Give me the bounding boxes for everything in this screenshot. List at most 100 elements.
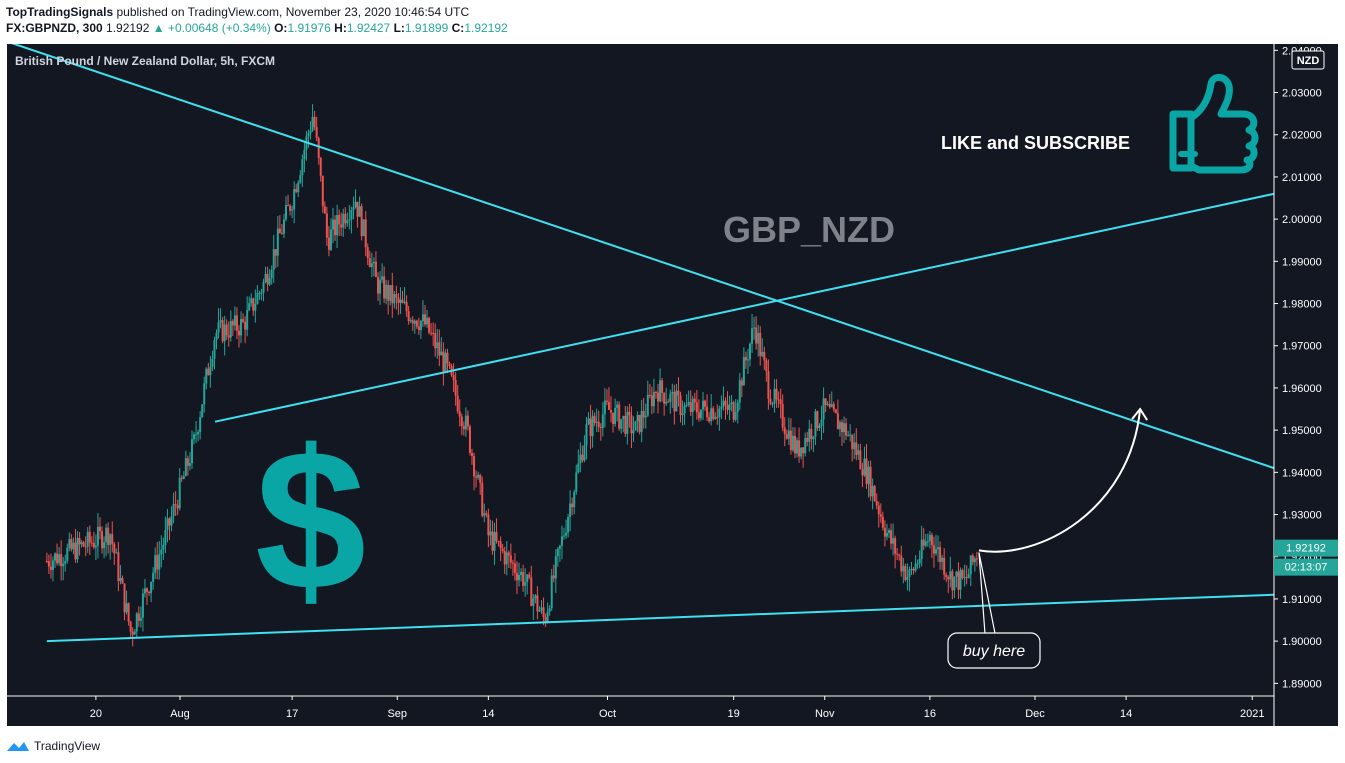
candle-body: [773, 388, 776, 404]
candle-body: [599, 426, 602, 428]
time-axis[interactable]: 20 Aug 17 Sep 14 Oct 19 Nov 16 Dec 14 2021: [90, 696, 1265, 720]
candle-body: [334, 219, 337, 236]
currency-badge[interactable]: [1291, 50, 1325, 70]
candle-body: [495, 532, 498, 542]
candle-body: [522, 571, 525, 586]
candle-body: [620, 419, 623, 429]
trendline-support[interactable]: [46, 593, 1275, 643]
candle-body: [720, 406, 723, 409]
candle-body: [614, 407, 617, 424]
candle-body: [164, 529, 167, 546]
candle-body: [293, 189, 296, 210]
candle-body: [242, 319, 245, 322]
trendline-ascending[interactable]: [214, 192, 1275, 423]
candle-body: [783, 427, 786, 435]
candle-body: [252, 298, 255, 311]
candle-body: [636, 414, 639, 422]
candle-body: [462, 426, 465, 430]
candle-body: [460, 416, 463, 427]
candle-body: [107, 527, 110, 545]
candle-body: [961, 570, 964, 578]
candle-body: [454, 380, 457, 396]
price-axis[interactable]: 2.040002.030002.020002.010002.000001.990…: [1274, 45, 1322, 690]
candle-body: [738, 380, 741, 403]
candle-body: [219, 320, 222, 323]
candle-body: [939, 547, 942, 562]
candle-body: [581, 454, 584, 461]
candle-body: [432, 332, 435, 334]
candle-body: [840, 422, 843, 433]
candle-body: [806, 438, 809, 442]
candle-body: [505, 552, 508, 565]
candle-body: [217, 322, 220, 333]
candle-body: [746, 359, 749, 361]
candle-body: [843, 423, 846, 433]
candle-body: [276, 228, 279, 256]
candle-body: [847, 435, 850, 437]
candle-body: [565, 532, 568, 536]
candle-body: [250, 298, 253, 304]
candle-body: [644, 415, 647, 418]
candle-body: [119, 577, 122, 581]
candle-body: [853, 442, 856, 450]
chart-svg[interactable]: British Pound / New Zealand Dollar, 5h, …: [7, 44, 1338, 726]
candle-body: [434, 333, 437, 349]
candle-body: [70, 538, 73, 550]
projection-arrow[interactable]: [978, 408, 1142, 553]
candle-body: [146, 588, 149, 592]
time-tick-label: 20: [90, 708, 102, 720]
candle-body: [295, 189, 298, 193]
candle-body: [244, 321, 247, 330]
candle-body: [160, 549, 163, 555]
price-tick-label: 2.00000: [1282, 214, 1322, 226]
candle-body: [299, 175, 302, 183]
candle-body: [96, 526, 99, 546]
candle-body: [391, 285, 394, 304]
candle-body: [397, 297, 400, 303]
candle-body: [577, 463, 580, 473]
candle-body: [121, 577, 124, 584]
candle-body: [605, 400, 608, 402]
trendline-descending[interactable]: [7, 44, 1275, 470]
candle-body: [820, 419, 823, 426]
candle-body: [174, 504, 177, 506]
candle-body: [838, 422, 841, 430]
candle-body: [182, 475, 185, 479]
symbol-label: FX:GBPNZD, 300: [6, 21, 103, 35]
candle-body: [111, 534, 114, 544]
candle-body: [356, 201, 359, 217]
candle-body: [84, 546, 87, 548]
author-name[interactable]: TopTradingSignals: [6, 5, 114, 19]
candle-body: [370, 263, 373, 267]
candle-body: [64, 560, 67, 564]
chart-panel[interactable]: British Pound / New Zealand Dollar, 5h, …: [7, 44, 1338, 726]
time-tick-label: Nov: [815, 708, 835, 720]
price-tick-label: 1.95000: [1282, 425, 1322, 437]
chart-title: British Pound / New Zealand Dollar, 5h, …: [15, 54, 275, 68]
time-tick-label: 2021: [1240, 708, 1264, 720]
candle-body: [648, 394, 651, 396]
candle-body: [975, 558, 978, 560]
candle-body: [949, 571, 952, 580]
candle-body: [503, 551, 506, 565]
candle-body: [724, 400, 727, 406]
candle-body: [556, 548, 559, 557]
candle-body: [677, 390, 680, 396]
candle-body: [548, 608, 551, 612]
candle-body: [66, 547, 69, 561]
candle-body: [579, 454, 582, 464]
candle-body: [560, 536, 563, 546]
candle-body: [374, 261, 377, 278]
candle-body: [736, 402, 739, 413]
close-value: 1.92192: [464, 21, 508, 35]
candle-body: [352, 207, 355, 211]
candle-body: [458, 411, 461, 417]
candle-body: [881, 516, 884, 528]
buy-callout-box[interactable]: [947, 632, 1041, 669]
candle-body: [890, 530, 893, 544]
candle-body: [712, 408, 715, 419]
candle-body: [483, 513, 486, 516]
candle-body: [358, 206, 361, 217]
footer-brand[interactable]: TradingView: [6, 736, 100, 756]
candle-body: [403, 301, 406, 303]
